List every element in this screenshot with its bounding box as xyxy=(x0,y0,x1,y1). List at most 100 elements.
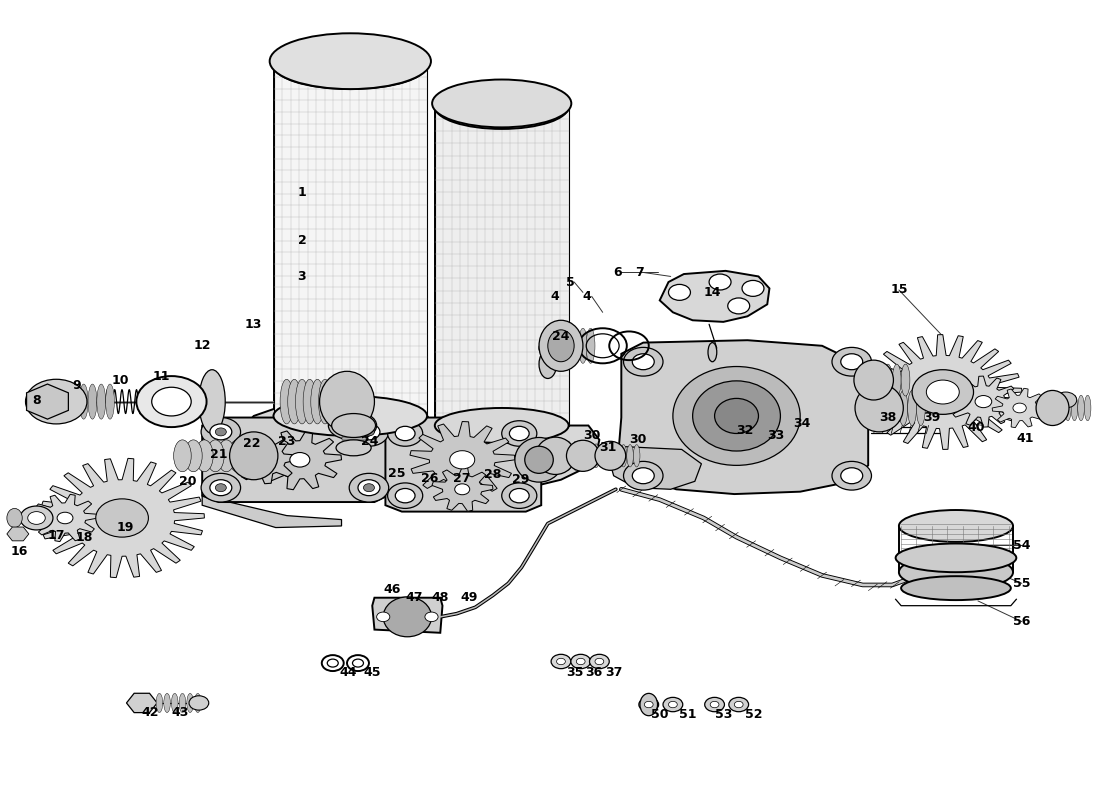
Text: 17: 17 xyxy=(47,529,65,542)
Ellipse shape xyxy=(79,384,88,419)
Text: 22: 22 xyxy=(243,438,261,450)
Circle shape xyxy=(639,698,659,712)
Text: 20: 20 xyxy=(179,475,197,488)
Circle shape xyxy=(210,424,232,440)
Ellipse shape xyxy=(600,444,606,468)
Ellipse shape xyxy=(274,42,427,89)
Text: 24: 24 xyxy=(361,435,378,448)
Ellipse shape xyxy=(7,509,22,527)
Circle shape xyxy=(590,654,609,669)
Polygon shape xyxy=(202,418,387,502)
Circle shape xyxy=(645,702,653,708)
Circle shape xyxy=(926,380,959,404)
Ellipse shape xyxy=(296,379,309,424)
Circle shape xyxy=(349,418,388,446)
Bar xyxy=(341,426,365,428)
Ellipse shape xyxy=(595,442,626,470)
Text: 16: 16 xyxy=(10,545,28,558)
Circle shape xyxy=(624,347,663,376)
Ellipse shape xyxy=(185,440,202,472)
Text: 51: 51 xyxy=(680,709,697,722)
Ellipse shape xyxy=(97,384,106,419)
Circle shape xyxy=(450,450,475,469)
Circle shape xyxy=(28,512,45,524)
Ellipse shape xyxy=(332,414,375,438)
Ellipse shape xyxy=(854,360,893,400)
Circle shape xyxy=(595,658,604,665)
Ellipse shape xyxy=(673,366,800,466)
Text: 7: 7 xyxy=(636,266,645,279)
Circle shape xyxy=(735,702,744,708)
Ellipse shape xyxy=(70,384,79,419)
Ellipse shape xyxy=(916,390,925,426)
Text: 46: 46 xyxy=(383,583,400,596)
Ellipse shape xyxy=(304,379,317,424)
Ellipse shape xyxy=(539,340,557,356)
Ellipse shape xyxy=(536,437,575,474)
Ellipse shape xyxy=(1052,395,1058,421)
Ellipse shape xyxy=(539,320,583,371)
Text: 14: 14 xyxy=(704,286,722,299)
Circle shape xyxy=(711,702,719,708)
Polygon shape xyxy=(372,598,442,633)
Ellipse shape xyxy=(708,342,717,362)
Polygon shape xyxy=(385,418,541,512)
Bar xyxy=(341,438,365,440)
Ellipse shape xyxy=(515,438,563,482)
Ellipse shape xyxy=(715,398,759,434)
Text: 28: 28 xyxy=(484,469,502,482)
Polygon shape xyxy=(410,422,515,498)
Polygon shape xyxy=(864,334,1022,450)
Ellipse shape xyxy=(251,440,268,472)
Text: 18: 18 xyxy=(76,530,94,544)
Circle shape xyxy=(387,483,422,509)
Polygon shape xyxy=(26,384,68,419)
Circle shape xyxy=(832,347,871,376)
Bar xyxy=(274,65,427,416)
Ellipse shape xyxy=(620,445,627,467)
Circle shape xyxy=(387,421,422,446)
Text: 24: 24 xyxy=(552,330,570,342)
Circle shape xyxy=(216,428,227,436)
Ellipse shape xyxy=(1071,395,1078,421)
Text: 2: 2 xyxy=(298,234,307,247)
Circle shape xyxy=(256,454,273,466)
Polygon shape xyxy=(202,496,341,527)
Text: 31: 31 xyxy=(600,442,617,454)
Polygon shape xyxy=(232,436,298,484)
Circle shape xyxy=(358,480,379,496)
Ellipse shape xyxy=(899,510,1013,542)
Circle shape xyxy=(363,484,374,492)
Ellipse shape xyxy=(565,442,572,470)
Circle shape xyxy=(669,285,691,300)
Ellipse shape xyxy=(866,364,874,396)
Ellipse shape xyxy=(434,408,569,443)
Text: 15: 15 xyxy=(890,283,908,297)
Circle shape xyxy=(358,424,379,440)
Text: 52: 52 xyxy=(746,709,762,722)
Polygon shape xyxy=(32,494,98,542)
Circle shape xyxy=(152,387,191,416)
Text: 36: 36 xyxy=(585,666,603,679)
Ellipse shape xyxy=(899,390,907,426)
Ellipse shape xyxy=(899,554,1013,590)
Ellipse shape xyxy=(320,371,374,432)
Circle shape xyxy=(216,484,227,492)
Circle shape xyxy=(975,395,992,408)
Text: 30: 30 xyxy=(583,430,601,442)
Ellipse shape xyxy=(280,379,294,424)
Ellipse shape xyxy=(563,328,572,363)
Ellipse shape xyxy=(908,390,916,426)
Ellipse shape xyxy=(229,440,246,472)
Circle shape xyxy=(201,418,241,446)
Circle shape xyxy=(912,370,974,414)
Text: 41: 41 xyxy=(1016,432,1034,445)
Circle shape xyxy=(210,480,232,496)
Text: 39: 39 xyxy=(923,411,940,424)
Text: 23: 23 xyxy=(278,435,295,448)
Ellipse shape xyxy=(895,543,1016,572)
Circle shape xyxy=(557,658,565,665)
Text: 49: 49 xyxy=(460,591,477,604)
Ellipse shape xyxy=(432,79,571,127)
Ellipse shape xyxy=(174,440,191,472)
